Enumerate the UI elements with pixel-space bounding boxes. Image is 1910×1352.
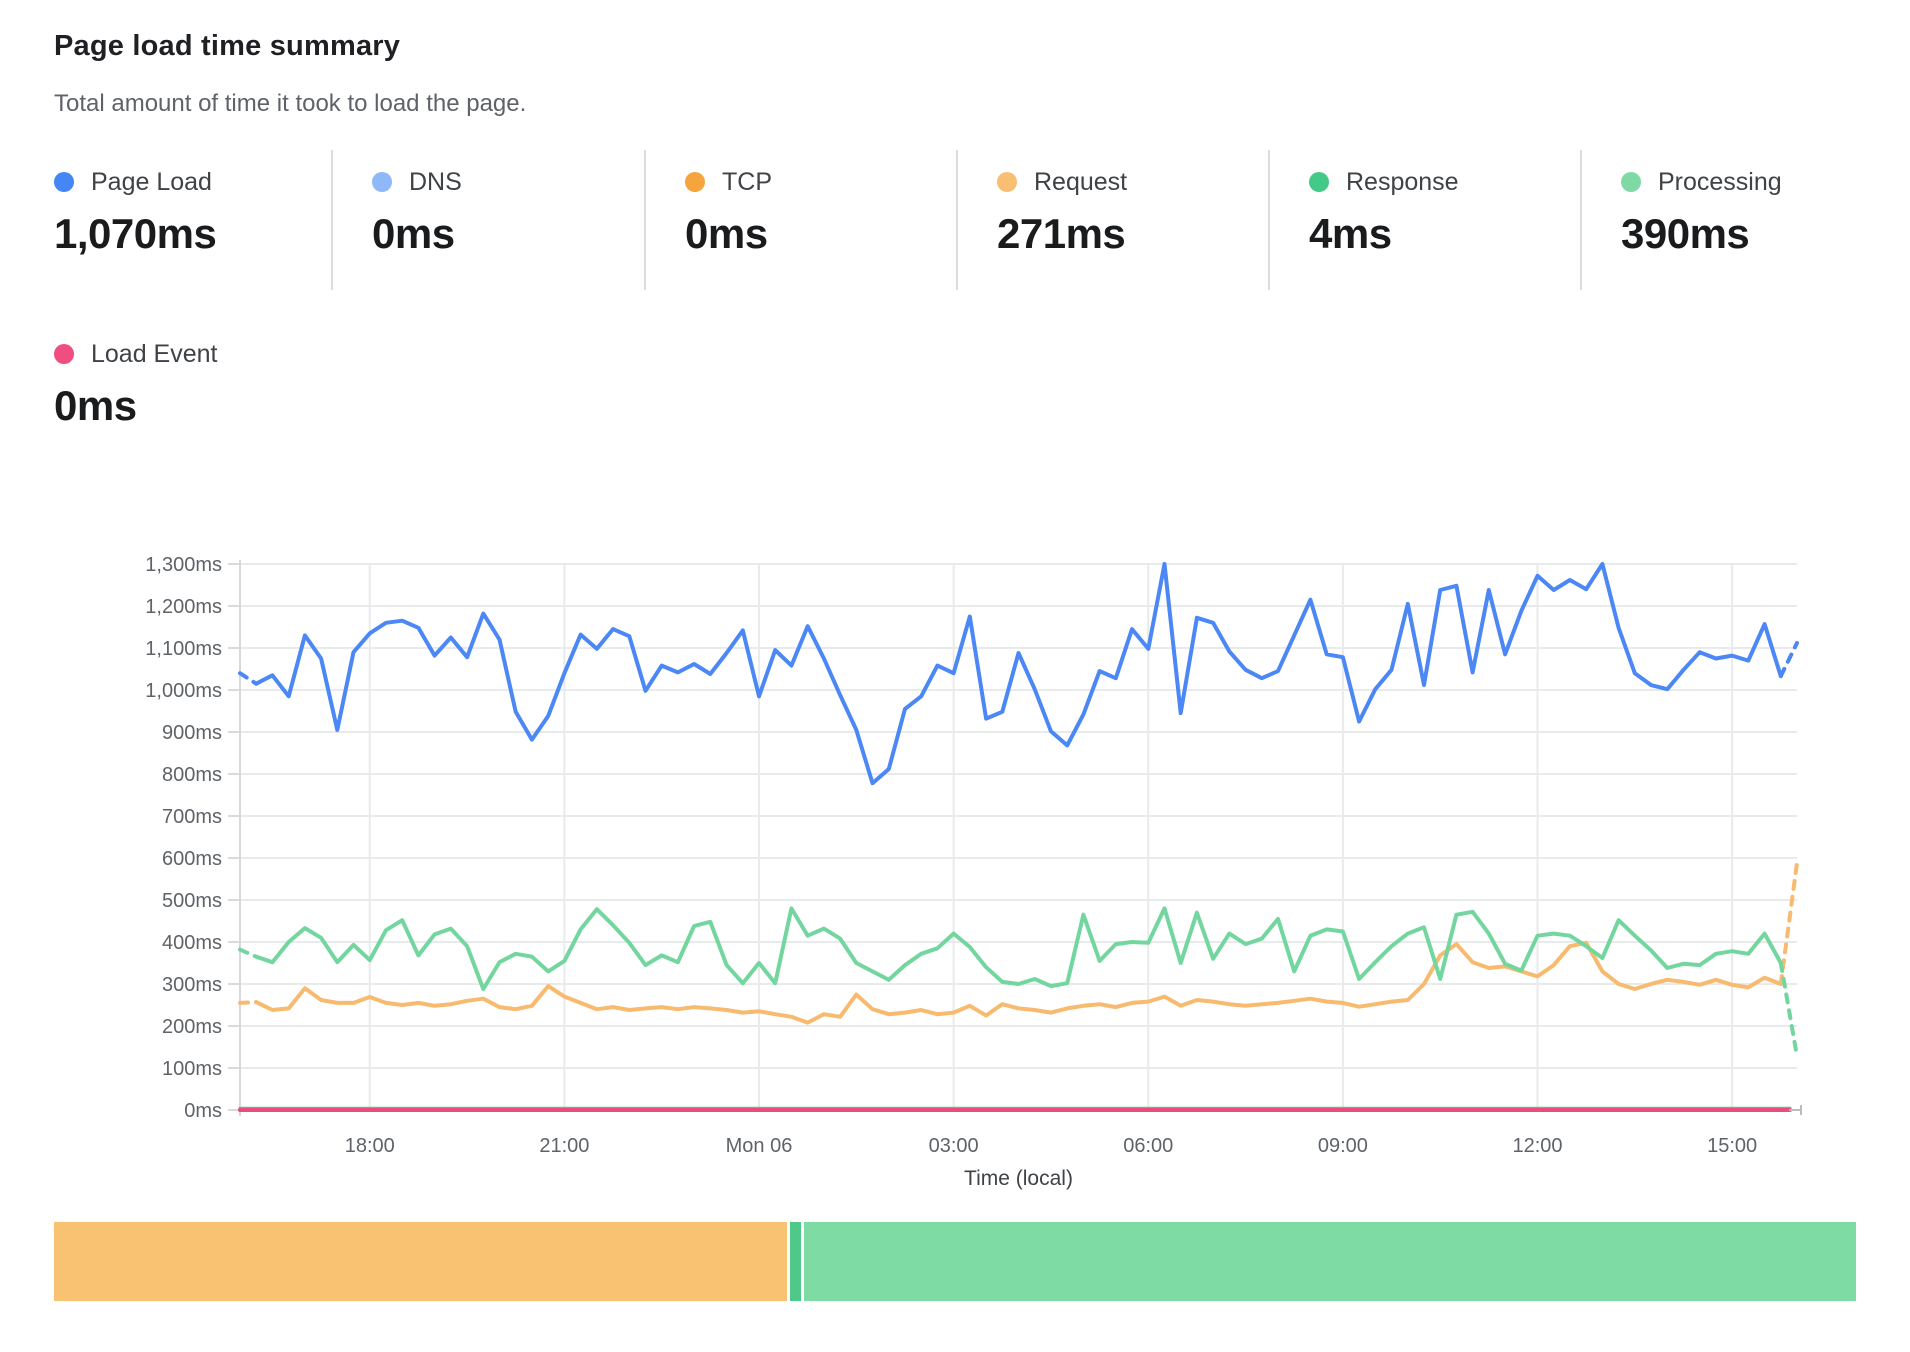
bar-segment-processing[interactable] bbox=[803, 1222, 1856, 1301]
series-processing-dashed bbox=[238, 947, 259, 959]
dns-dot-icon bbox=[372, 172, 392, 192]
metric-page-load[interactable]: Page Load 1,070ms bbox=[54, 150, 331, 290]
metric-value: 0ms bbox=[54, 382, 137, 429]
y-axis-label: 200ms bbox=[162, 1016, 222, 1038]
y-axis-label: 1,300ms bbox=[145, 554, 222, 576]
timing-proportion-bar bbox=[54, 1222, 1856, 1301]
metric-label: Processing bbox=[1658, 167, 1782, 196]
metric-response[interactable]: Response 4ms bbox=[1268, 150, 1580, 290]
y-axis-label: 400ms bbox=[162, 932, 222, 954]
metric-label: TCP bbox=[722, 167, 772, 196]
metric-tcp[interactable]: TCP 0ms bbox=[644, 150, 956, 290]
series-processing-dashed bbox=[1778, 961, 1799, 1059]
y-axis-label: 500ms bbox=[162, 890, 222, 912]
series-request-dashed bbox=[238, 1000, 259, 1005]
x-axis-label: Mon 06 bbox=[726, 1135, 793, 1157]
metric-value: 1,070ms bbox=[54, 210, 217, 257]
y-axis-label: 300ms bbox=[162, 974, 222, 996]
x-axis-label: 09:00 bbox=[1318, 1135, 1368, 1157]
y-axis-label: 900ms bbox=[162, 722, 222, 744]
series-request-line bbox=[254, 940, 1783, 1025]
response-dot-icon bbox=[1309, 172, 1329, 192]
page-load-dot-icon bbox=[54, 172, 74, 192]
y-axis-label: 700ms bbox=[162, 806, 222, 828]
y-axis-label: 1,000ms bbox=[145, 680, 222, 702]
metrics-legend-row: Page Load 1,070ms DNS 0ms TCP 0ms Reques… bbox=[54, 150, 1910, 290]
y-axis-label: 800ms bbox=[162, 764, 222, 786]
metric-label: Response bbox=[1346, 167, 1459, 196]
series-processing-line bbox=[254, 906, 1783, 991]
bar-segment-response[interactable] bbox=[789, 1222, 801, 1301]
x-axis-title: Time (local) bbox=[964, 1167, 1073, 1190]
y-axis-label: 100ms bbox=[162, 1058, 222, 1080]
series-request-dashed bbox=[1778, 861, 1799, 986]
metric-value: 4ms bbox=[1309, 210, 1392, 257]
tcp-dot-icon bbox=[685, 172, 705, 192]
metric-label: Page Load bbox=[91, 167, 212, 196]
y-axis-label: 1,100ms bbox=[145, 638, 222, 660]
series-page-load-line bbox=[254, 562, 1783, 786]
y-axis-label: 600ms bbox=[162, 848, 222, 870]
y-axis-label: 1,200ms bbox=[145, 596, 222, 618]
metric-processing[interactable]: Processing 390ms bbox=[1580, 150, 1910, 290]
x-axis-label: 21:00 bbox=[539, 1135, 589, 1157]
y-axis-label: 0ms bbox=[184, 1100, 222, 1122]
metric-value: 0ms bbox=[685, 210, 768, 257]
x-axis-label: 03:00 bbox=[929, 1135, 979, 1157]
metric-value: 390ms bbox=[1621, 210, 1750, 257]
load-time-chart[interactable]: 0ms 100ms 200ms 300ms 400ms 500ms 600ms 700ms 80… bbox=[0, 520, 1910, 1220]
series-page-load-dashed bbox=[1778, 641, 1799, 679]
metric-request[interactable]: Request 271ms bbox=[956, 150, 1268, 290]
metric-label: Load Event bbox=[91, 339, 218, 368]
x-axis-label: 06:00 bbox=[1123, 1135, 1173, 1157]
series-page-load-dashed bbox=[238, 671, 259, 686]
metric-value: 0ms bbox=[372, 210, 455, 257]
metric-label: DNS bbox=[409, 167, 462, 196]
page-title: Page load time summary bbox=[54, 30, 401, 62]
processing-dot-icon bbox=[1621, 172, 1641, 192]
chart-svg[interactable]: 0ms 100ms 200ms 300ms 400ms 500ms 600ms 700ms 80… bbox=[0, 520, 1910, 1220]
metric-label: Request bbox=[1034, 167, 1128, 196]
load-event-row: Load Event 0ms bbox=[54, 322, 218, 430]
request-dot-icon bbox=[997, 172, 1017, 192]
x-axis-label: 18:00 bbox=[345, 1135, 395, 1157]
metric-value: 271ms bbox=[997, 210, 1126, 257]
page-subtitle: Total amount of time it took to load the… bbox=[54, 90, 527, 117]
metric-dns[interactable]: DNS 0ms bbox=[331, 150, 644, 290]
load-event-dot-icon bbox=[54, 344, 74, 364]
bar-segment-request[interactable] bbox=[54, 1222, 787, 1301]
x-axis-label: 12:00 bbox=[1512, 1135, 1562, 1157]
x-axis-label: 15:00 bbox=[1707, 1135, 1757, 1157]
metric-load-event[interactable]: Load Event 0ms bbox=[54, 322, 218, 430]
